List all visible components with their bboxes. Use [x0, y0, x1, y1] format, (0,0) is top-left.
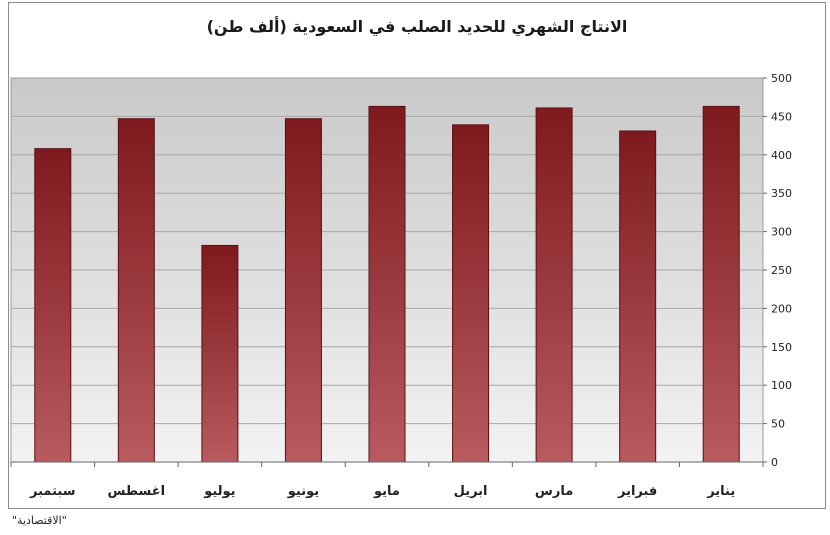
bar	[535, 107, 573, 463]
x-tick-label: سبتمبر	[29, 484, 76, 499]
y-tick-label: 250	[771, 264, 792, 277]
y-tick-label: 500	[771, 72, 792, 85]
y-tick-label: 150	[771, 341, 792, 354]
x-tick-label: يناير	[706, 484, 735, 499]
bar	[201, 244, 239, 463]
x-tick-label: مايو	[373, 484, 400, 499]
y-tick-label: 50	[771, 418, 785, 431]
bar	[368, 105, 406, 463]
y-tick-label: 350	[771, 187, 792, 200]
bar	[619, 130, 657, 463]
source-label: "الاقتصادية"	[12, 514, 67, 527]
chart-title: الانتاج الشهري للحديد الصلب في السعودية …	[206, 17, 628, 36]
y-tick-label: 200	[771, 302, 792, 315]
bar	[284, 118, 322, 463]
x-tick-label: يونيو	[287, 484, 319, 499]
x-axis: سبتمبر اغسطس يوليو يونيو مايو ابريل مارس فبراير…	[10, 461, 764, 499]
y-axis: 0 50 100 150 200 250 300 350 400 450 500	[763, 72, 792, 469]
y-tick-label: 100	[771, 379, 792, 392]
x-tick-label: اغسطس	[108, 484, 166, 499]
x-tick-label: فبراير	[617, 484, 657, 499]
x-tick-label: مارس	[535, 484, 573, 499]
bars	[34, 105, 740, 463]
x-tick-label: يوليو	[203, 484, 235, 499]
y-tick-label: 400	[771, 149, 792, 162]
y-tick-label: 450	[771, 110, 792, 123]
y-tick-label: 0	[771, 456, 778, 469]
x-tick-label: ابريل	[454, 484, 488, 499]
bar	[452, 124, 490, 463]
bar	[702, 105, 740, 463]
bar	[117, 118, 155, 463]
bar	[34, 148, 72, 463]
y-tick-label: 300	[771, 226, 792, 239]
